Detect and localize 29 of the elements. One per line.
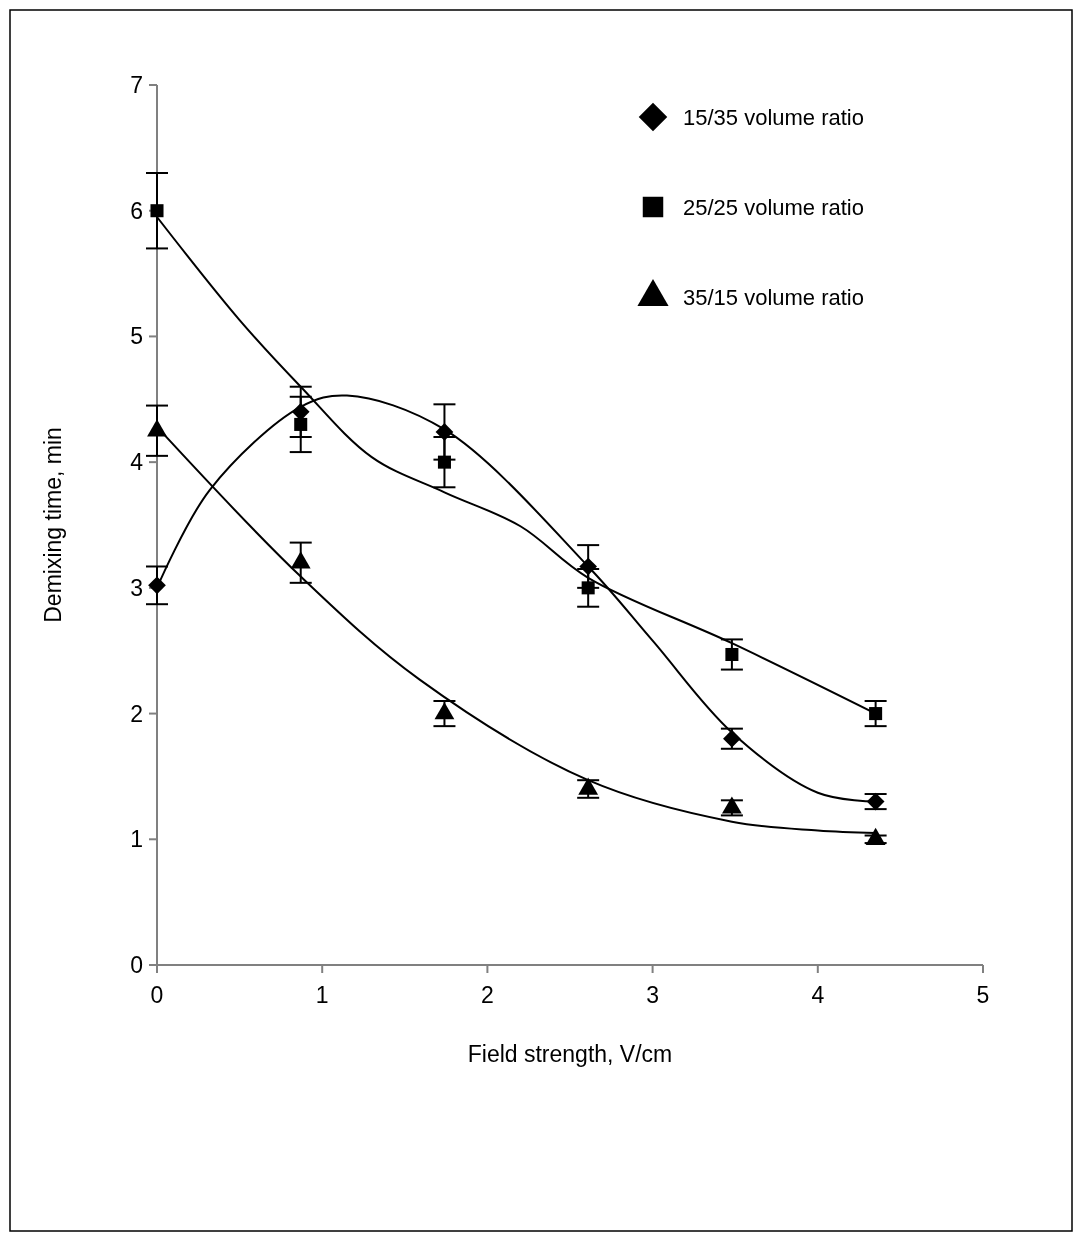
legend-label: 25/25 volume ratio [683,194,864,220]
point [725,647,739,661]
y-tick-label: 0 [130,952,143,979]
point [437,455,451,469]
legend-label: 15/35 volume ratio [683,104,864,130]
point [865,827,886,846]
legend-label: 35/15 volume ratio [683,284,864,310]
x-tick-label: 1 [315,982,329,1008]
point [148,576,166,595]
y-tick-label: 1 [130,826,143,853]
y-tick-label: 4 [130,449,144,476]
y-tick-label: 6 [130,197,143,224]
x-tick-label: 3 [646,982,659,1008]
point [150,204,164,218]
x-tick-label: 2 [481,982,494,1008]
point [435,423,454,441]
point [434,702,455,720]
y-tick-label: 5 [130,323,143,350]
y-tick-label: 3 [130,574,143,601]
x-tick-label: 0 [150,982,164,1008]
y-axis-title: Demixing time, min [40,427,66,623]
x-tick-label: 4 [811,982,825,1008]
x-tick-label: 5 [976,982,990,1008]
point [869,707,883,721]
y-tick-label: 2 [130,700,143,727]
y-tick-label: 7 [130,72,143,99]
point [581,581,595,595]
point [294,417,308,431]
x-axis-title: Field strength, V/cm [467,1041,673,1067]
